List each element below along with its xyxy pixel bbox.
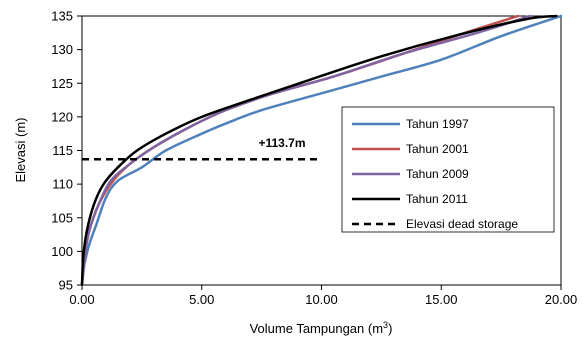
series-line-3 <box>80 14 532 287</box>
x-tick-label: 0.00 <box>69 292 94 307</box>
legend: Tahun 1997 Tahun 2001 Tahun 2009 Tahun 2011… <box>341 106 555 233</box>
legend-label-4: Tahun 2011 <box>406 192 468 206</box>
y-tick-label: 135 <box>51 9 73 24</box>
x-axis-title: Volume Tampungan (m3) <box>250 320 393 336</box>
y-axis-title: Elevasi (m) <box>13 117 28 182</box>
x-axis-title-superscript: 3 <box>383 320 388 330</box>
y-tick-label: 125 <box>51 76 73 91</box>
y-axis-ticks: 95 100 105 110 115 120 125 130 135 <box>51 9 82 293</box>
x-tick-label: 15.00 <box>425 292 458 307</box>
y-tick-label: 105 <box>51 210 73 225</box>
series-line-4 <box>80 14 558 287</box>
annotation-label: +113.7m <box>258 136 305 150</box>
x-axis-ticks: 0.00 5.00 10.00 15.00 20.00 <box>69 285 577 307</box>
legend-label-5: Elevasi dead storage <box>406 217 518 231</box>
legend-label-1: Tahun 1997 <box>406 117 469 131</box>
legend-label-3: Tahun 2009 <box>406 167 469 181</box>
y-tick-label: 115 <box>52 143 73 158</box>
y-tick-label: 110 <box>52 177 73 192</box>
x-axis-title-main: Volume Tampungan (m <box>250 321 383 336</box>
x-tick-label: 5.00 <box>189 292 214 307</box>
y-tick-label: 120 <box>51 109 73 124</box>
x-tick-label: 20.00 <box>545 292 578 307</box>
legend-label-2: Tahun 2001 <box>406 142 469 156</box>
series-layer <box>80 14 563 287</box>
y-tick-label: 130 <box>51 42 73 57</box>
x-axis-title-suffix: ) <box>388 321 392 336</box>
y-tick-label: 100 <box>51 244 73 259</box>
annotation-bg <box>243 132 321 152</box>
y-tick-label: 95 <box>59 278 73 293</box>
legend-box <box>341 106 555 233</box>
x-tick-label: 10.00 <box>305 292 338 307</box>
series-line-1 <box>80 14 563 287</box>
